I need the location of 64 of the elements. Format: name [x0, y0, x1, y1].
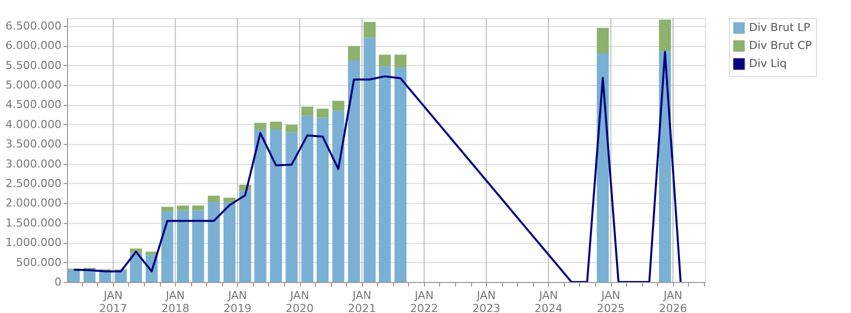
x-tick-label: JAN 2020 — [286, 289, 314, 313]
bar — [316, 108, 329, 118]
bar — [301, 116, 314, 282]
bar — [161, 211, 174, 282]
bar — [348, 46, 360, 61]
bar — [161, 206, 174, 212]
bar — [208, 202, 220, 282]
bar — [364, 38, 376, 282]
legend-label: Div Liq — [749, 57, 787, 70]
bar — [394, 54, 406, 68]
bar — [254, 122, 266, 130]
x-tick-label: JAN 2019 — [223, 289, 252, 313]
y-tick-label: 2.500.000 — [6, 176, 62, 190]
y-tick-label: 5.500.000 — [6, 58, 62, 72]
bar — [68, 270, 80, 282]
bar — [596, 28, 609, 54]
y-tick-label: 4.500.000 — [6, 98, 62, 112]
bar — [364, 22, 376, 38]
x-tick-label: JAN 2017 — [99, 289, 128, 313]
x-tick-label: JAN 2026 — [658, 289, 687, 313]
bar — [223, 198, 236, 202]
bar — [130, 253, 142, 282]
bar — [254, 130, 266, 282]
y-tick-label: 1.000.000 — [6, 236, 62, 250]
x-tick-label: JAN 2021 — [348, 289, 376, 313]
y-tick-label: 5.000.000 — [6, 78, 62, 92]
x-tick-label: JAN 2025 — [596, 289, 625, 313]
bar — [394, 68, 406, 282]
x-tick-label: JAN 2022 — [410, 289, 438, 313]
bar — [192, 206, 204, 210]
bar — [208, 196, 220, 202]
x-tick-label: JAN 2023 — [472, 289, 500, 313]
y-tick-label: 1.500.000 — [6, 216, 62, 230]
bar — [378, 66, 391, 282]
bar — [332, 100, 344, 111]
bar — [176, 206, 189, 210]
y-tick-label: 6.500.000 — [6, 19, 62, 32]
bar — [286, 124, 298, 132]
bar — [286, 132, 298, 282]
bar — [176, 210, 189, 282]
y-tick-label: 3.000.000 — [6, 157, 62, 170]
bar — [223, 202, 236, 282]
bar — [270, 130, 282, 282]
y-tick-label: 500.000 — [16, 256, 62, 269]
line-series — [72, 50, 682, 282]
y-tick-label: 2.000.000 — [6, 196, 62, 210]
legend-label: Div Brut LP — [749, 21, 811, 34]
x-tick-label: JAN 2018 — [161, 289, 190, 313]
bar — [378, 54, 391, 66]
bar — [348, 60, 360, 282]
bar — [316, 118, 329, 282]
y-tick-label: 4.000.000 — [6, 118, 62, 131]
legend-label: Div Brut CP — [749, 39, 812, 52]
bar — [239, 190, 252, 282]
bar — [192, 210, 204, 282]
bar — [301, 106, 314, 116]
x-tick-label: JAN 2024 — [534, 289, 562, 313]
bar — [332, 110, 344, 282]
y-tick-label: 3.500.000 — [6, 138, 62, 151]
bar — [270, 122, 282, 130]
y-tick-label: 6.000.000 — [6, 39, 62, 52]
bar — [114, 270, 127, 282]
y-tick-label: 0 — [54, 276, 62, 288]
bar — [658, 20, 671, 52]
